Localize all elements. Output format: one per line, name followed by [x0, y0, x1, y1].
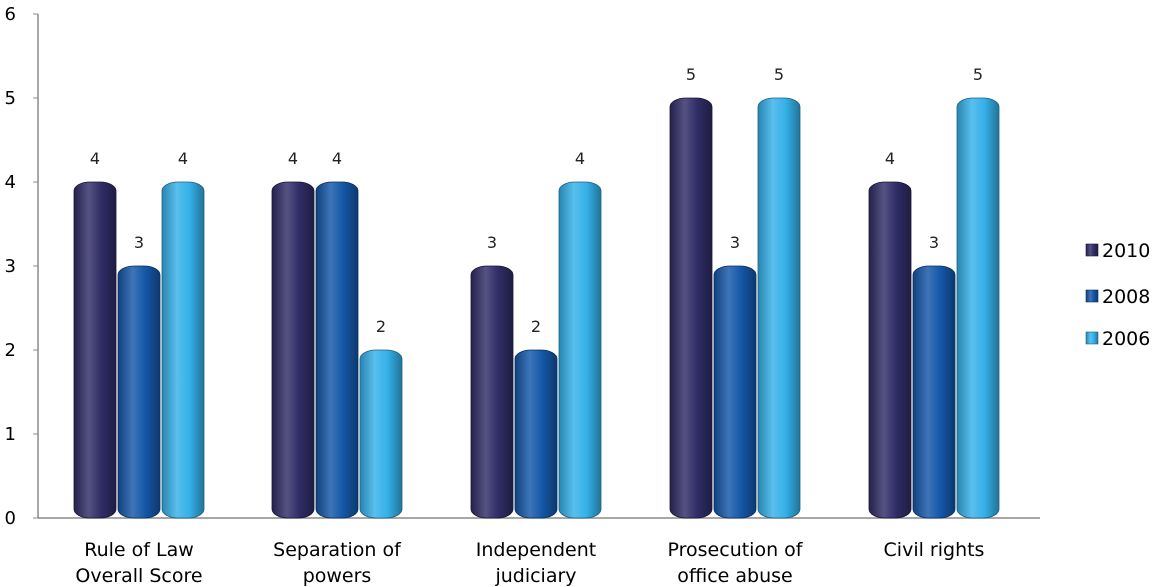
- bar-2006-3: [757, 97, 801, 519]
- bar-2008-4: [912, 265, 956, 519]
- legend: 2010 2008 2006: [1085, 240, 1150, 350]
- category-label: Civil rights: [884, 539, 985, 561]
- legend-label: 2010: [1102, 240, 1150, 262]
- legend-swatch: [1085, 331, 1099, 345]
- y-tick-label: 2: [5, 340, 16, 361]
- data-label: 2: [531, 317, 541, 336]
- legend-label: 2008: [1102, 286, 1150, 308]
- category-label: judiciary: [494, 565, 576, 587]
- bar-2010-0: [73, 181, 117, 519]
- category-label: Separation of: [273, 539, 402, 561]
- data-label: 4: [90, 149, 100, 168]
- bar-2010-2: [470, 265, 514, 519]
- y-tick-label: 5: [5, 88, 16, 109]
- bar-2006-2: [558, 181, 602, 519]
- y-tick-label: 4: [5, 172, 16, 193]
- bar-2008-2: [514, 349, 558, 519]
- data-label: 5: [973, 65, 983, 84]
- category-labels: Rule of Law Overall Score Separation of pow…: [75, 539, 984, 587]
- data-labels: 4 3 4 4 4 2 3 2 4 5 3 5 4 3 5: [90, 65, 983, 336]
- bar-2006-4: [956, 97, 1000, 519]
- category-label: powers: [303, 565, 372, 587]
- legend-label: 2006: [1102, 328, 1150, 350]
- y-tick-label: 1: [5, 424, 16, 445]
- data-label: 4: [575, 149, 585, 168]
- data-label: 5: [774, 65, 784, 84]
- data-label: 4: [332, 149, 342, 168]
- data-label: 4: [885, 149, 895, 168]
- y-tick-label: 6: [5, 4, 16, 25]
- bar-2008-0: [117, 265, 161, 519]
- data-label: 3: [134, 233, 144, 252]
- axes: 0 1 2 3 4 5 6: [5, 4, 1040, 529]
- category-label: office abuse: [677, 565, 793, 587]
- bar-2006-0: [161, 181, 205, 519]
- data-label: 3: [730, 233, 740, 252]
- data-label: 3: [487, 233, 497, 252]
- bar-2008-1: [315, 181, 359, 519]
- bars: [73, 97, 1000, 519]
- bar-2008-3: [713, 265, 757, 519]
- data-label: 4: [178, 149, 188, 168]
- data-label: 5: [686, 65, 696, 84]
- bar-2010-1: [271, 181, 315, 519]
- data-label: 2: [376, 317, 386, 336]
- category-label: Rule of Law: [84, 539, 194, 561]
- category-label: Independent: [476, 539, 596, 561]
- category-label: Prosecution of: [668, 539, 804, 561]
- legend-swatch: [1085, 243, 1099, 257]
- bar-2006-1: [359, 349, 403, 519]
- y-tick-label: 0: [5, 508, 16, 529]
- bar-2010-3: [669, 97, 713, 519]
- data-label: 3: [929, 233, 939, 252]
- legend-swatch: [1085, 289, 1099, 303]
- category-label: Overall Score: [75, 565, 202, 587]
- data-label: 4: [288, 149, 298, 168]
- bar-2010-4: [868, 181, 912, 519]
- y-tick-label: 3: [5, 256, 16, 277]
